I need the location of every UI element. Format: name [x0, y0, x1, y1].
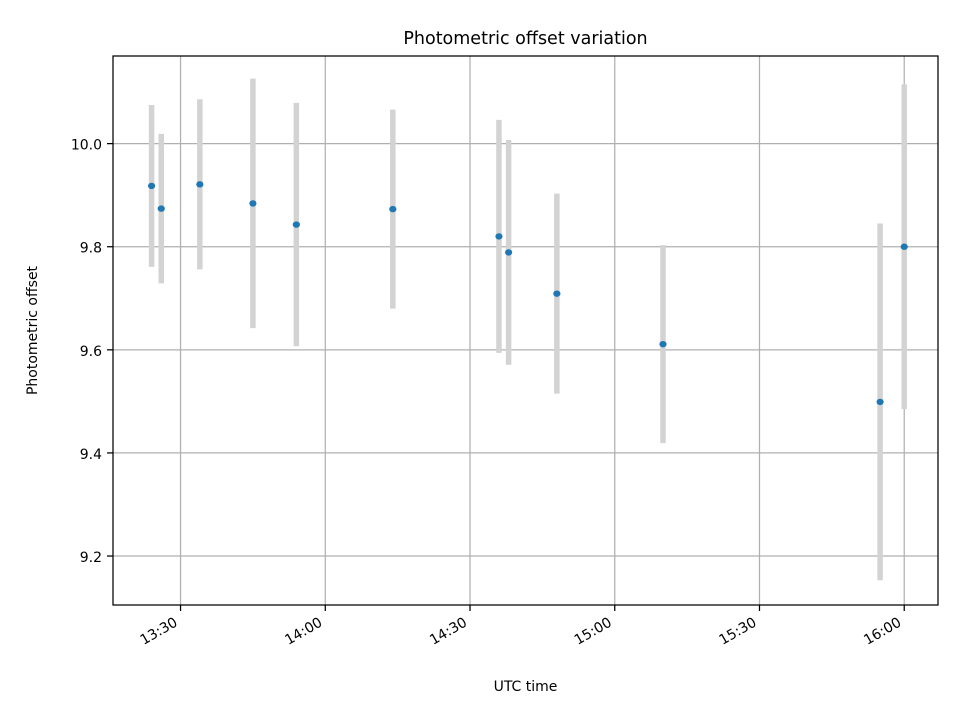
data-point: [292, 221, 300, 228]
y-tick-label: 10.0: [71, 138, 102, 154]
y-axis-label: Photometric offset: [25, 265, 41, 395]
y-tick-label: 9.8: [80, 241, 102, 257]
x-axis-label: UTC time: [494, 679, 558, 695]
data-point: [505, 249, 513, 256]
y-tick-label: 9.6: [80, 344, 102, 360]
y-tick-label: 9.2: [80, 550, 102, 566]
data-point: [196, 181, 204, 188]
data-point: [249, 200, 257, 207]
point-layer: [147, 181, 908, 406]
data-point: [659, 340, 667, 348]
data-point: [157, 205, 165, 212]
data-point: [495, 233, 503, 240]
data-point: [553, 290, 561, 297]
y-tick-label: 9.4: [80, 447, 102, 463]
data-point: [389, 205, 397, 213]
data-point: [147, 182, 156, 190]
data-point: [876, 398, 884, 406]
data-point: [900, 243, 908, 250]
chart-title: Photometric offset variation: [403, 29, 647, 49]
plot-area-frame: [112, 55, 939, 606]
